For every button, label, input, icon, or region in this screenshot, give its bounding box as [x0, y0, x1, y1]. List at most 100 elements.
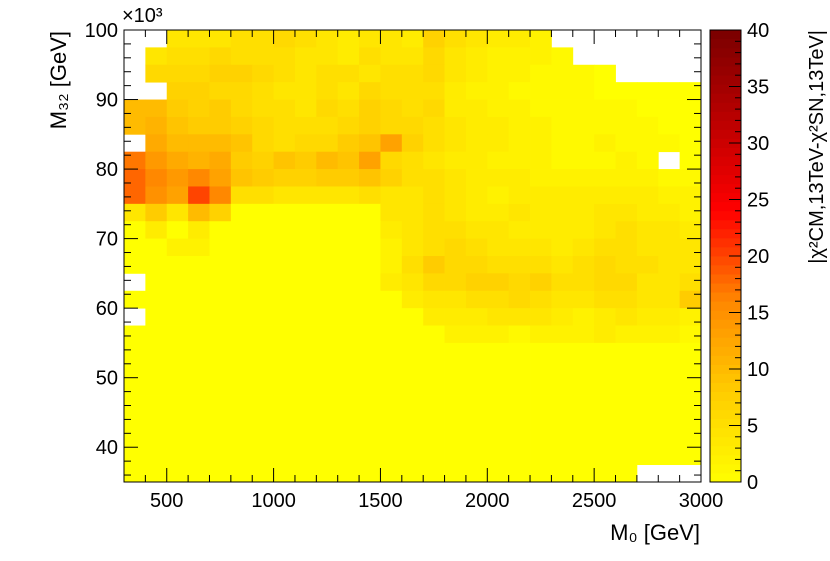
heatmap-cell	[572, 134, 595, 153]
heatmap-cell	[145, 464, 168, 483]
heatmap-cell	[124, 412, 146, 431]
heatmap-cell	[594, 238, 616, 257]
heatmap-cell	[444, 447, 467, 466]
heatmap-cell	[508, 360, 531, 379]
heatmap-cell	[359, 256, 381, 274]
x-tick-label: 1000	[251, 490, 296, 512]
heatmap-cell	[252, 308, 274, 326]
heatmap-cell	[508, 134, 531, 153]
heatmap-cell	[209, 30, 232, 48]
heatmap-cell	[188, 169, 210, 187]
heatmap-cell	[572, 82, 595, 100]
heatmap-cell	[316, 30, 339, 48]
heatmap-cell	[615, 290, 638, 309]
heatmap-cell	[230, 186, 253, 205]
heatmap-cell	[124, 151, 146, 170]
y-tick-label: 70	[96, 229, 118, 251]
heatmap-cell	[658, 221, 681, 240]
heatmap-cell	[594, 186, 616, 205]
heatmap-cell	[487, 360, 510, 379]
heatmap-cell	[188, 447, 210, 466]
heatmap-cell	[530, 151, 552, 170]
heatmap-cell	[487, 238, 510, 257]
colorbar-segment	[710, 472, 741, 483]
colorbar-tick-label: 20	[747, 246, 769, 268]
heatmap-cell	[316, 151, 339, 170]
heatmap-cell	[316, 134, 339, 153]
heatmap-cell	[465, 360, 488, 379]
heatmap-cell	[401, 64, 424, 83]
heatmap-cell	[615, 325, 638, 344]
heatmap-cell	[294, 429, 317, 448]
heatmap-cell	[209, 203, 232, 222]
heatmap-cell	[636, 290, 659, 309]
heatmap-cell	[487, 377, 510, 396]
heatmap-cell	[294, 273, 317, 292]
heatmap-cell	[401, 238, 424, 257]
colorbar-segment	[710, 219, 741, 230]
heatmap-cell	[252, 221, 274, 240]
heatmap-cell	[530, 464, 552, 483]
colorbar-segment	[710, 102, 741, 112]
heatmap-cell	[572, 221, 595, 240]
colorbar-segment	[710, 93, 741, 103]
heatmap-cell	[465, 377, 488, 396]
colorbar-segment	[710, 391, 741, 402]
heatmap-cell	[252, 429, 274, 448]
heatmap-cell	[530, 325, 552, 344]
heatmap-cell	[124, 342, 146, 361]
heatmap-cell	[294, 238, 317, 257]
heatmap-cell	[273, 342, 296, 361]
heatmap-cell	[679, 342, 702, 361]
heatmap-cell	[337, 238, 360, 257]
heatmap-cell	[487, 30, 510, 48]
heatmap-cell	[380, 203, 403, 222]
heatmap-cell	[337, 151, 360, 170]
heatmap-cell	[252, 256, 274, 274]
colorbar-segment	[710, 355, 741, 365]
heatmap-cell	[166, 290, 189, 309]
heatmap-cell	[316, 64, 339, 83]
heatmap-cell	[572, 377, 595, 396]
heatmap-cell	[508, 82, 531, 100]
colorbar-segment	[710, 228, 741, 239]
heatmap-cell	[273, 464, 296, 483]
heatmap-cell	[679, 82, 702, 100]
heatmap-cell	[444, 30, 467, 48]
heatmap-cell	[658, 342, 681, 361]
heatmap-cell	[615, 395, 638, 413]
heatmap-cell	[230, 412, 253, 431]
heatmap-cell	[230, 342, 253, 361]
heatmap-cell	[359, 47, 381, 66]
heatmap-cell	[166, 447, 189, 466]
heatmap-cell	[636, 325, 659, 344]
heatmap-cell	[124, 116, 146, 135]
heatmap-cell	[594, 134, 616, 153]
colorbar-segment	[710, 463, 741, 474]
colorbar-segment	[710, 373, 741, 383]
heatmap-cell	[530, 186, 552, 205]
heatmap-cell	[252, 290, 274, 309]
heatmap-cell	[337, 273, 360, 292]
heatmap-cell	[294, 99, 317, 118]
heatmap-cell	[252, 64, 274, 83]
heatmap-cell	[530, 221, 552, 240]
heatmap-cell	[145, 395, 168, 413]
heatmap-cell	[316, 99, 339, 118]
heatmap-cell	[359, 464, 381, 483]
heatmap-cell	[337, 342, 360, 361]
heatmap-cell	[594, 151, 616, 170]
heatmap-cell	[465, 325, 488, 344]
heatmap-cell	[380, 238, 403, 257]
heatmap-cell	[273, 64, 296, 83]
heatmap-cell	[551, 342, 574, 361]
colorbar-tick-label: 30	[747, 133, 769, 155]
heatmap-cell	[423, 203, 445, 222]
heatmap-cell	[615, 308, 638, 326]
heatmap-cell	[273, 395, 296, 413]
colorbar-segment	[710, 75, 741, 85]
colorbar-segment	[710, 364, 741, 374]
heatmap-cell	[273, 186, 296, 205]
heatmap-cell	[316, 412, 339, 431]
